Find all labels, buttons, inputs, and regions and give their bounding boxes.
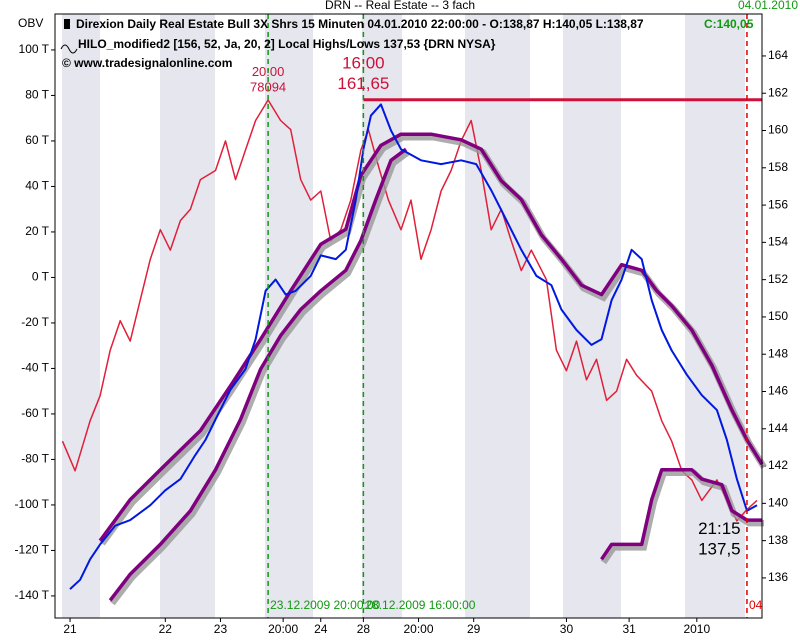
x-tick-label: 31 (622, 622, 636, 636)
y2-tick-label: 140 (768, 496, 788, 510)
y-axis-label: OBV (18, 16, 43, 30)
y2-tick-label: 142 (768, 458, 788, 472)
session-stripes (62, 14, 745, 618)
annotation-time: 20:00 (252, 64, 285, 79)
y-tick-label: -120 T (15, 543, 50, 557)
y-tick-label: 0 T (32, 270, 50, 284)
marker-label: 28.12.2009 16:00:00 (365, 598, 475, 612)
y2-tick-label: 164 (768, 48, 788, 62)
y-tick-label: 80 T (25, 88, 49, 102)
window-date: 04.01.2010 (738, 0, 798, 12)
x-tick-label: 28 (357, 622, 371, 636)
annotation-label: 137,5 (698, 539, 741, 558)
header-close: C:140,05 (704, 17, 754, 31)
x-tick-label: 30 (560, 622, 574, 636)
x-tick-label: 22 (159, 622, 173, 636)
y2-tick-label: 144 (768, 421, 788, 435)
y2-tick-label: 162 (768, 85, 788, 99)
x-tick-label: 20:00 (268, 622, 298, 636)
line (61, 99, 758, 522)
x-tick-label: 24 (314, 622, 328, 636)
legend-icon (64, 19, 70, 29)
header-indicator: HILO_modified2 [156, 52, Ja, 20, 2] Loca… (78, 37, 496, 51)
annotation-time: 21:15 (698, 519, 741, 538)
x-tick-label: 2010 (683, 622, 710, 636)
y2-tick-label: 156 (768, 197, 788, 211)
x-tick-label: 23 (214, 622, 228, 636)
y-tick-label: -40 T (21, 361, 49, 375)
y2-tick-label: 158 (768, 160, 788, 174)
line (69, 103, 758, 590)
annotation-label: 161,65 (337, 74, 389, 93)
y-tick-label: 60 T (25, 133, 49, 147)
y-tick-label: 100 T (19, 42, 50, 56)
y-tick-label: 20 T (25, 224, 49, 238)
y2-tick-label: 160 (768, 123, 788, 137)
y-tick-label: -100 T (15, 497, 50, 511)
x-tick-label: 21 (63, 622, 77, 636)
marker-label: 23.12.2009 20:00:00 (270, 598, 380, 612)
marker-label: 04 (749, 598, 763, 612)
x-tick-label: 29 (467, 622, 481, 636)
y-tick-label: -20 T (21, 315, 49, 329)
annotation-time: 16:00 (342, 54, 385, 73)
y2-tick-label: 154 (768, 235, 788, 249)
window-title: DRN -- Real Estate -- 3 fach (325, 0, 475, 12)
y2-tick-label: 146 (768, 384, 788, 398)
y2-tick-label: 150 (768, 309, 788, 323)
header-instrument: Direxion Daily Real Estate Bull 3X Shrs … (76, 17, 644, 31)
y-tick-label: -140 T (15, 588, 50, 602)
y-tick-label: -60 T (21, 406, 49, 420)
y2-tick-label: 136 (768, 570, 788, 584)
line (108, 147, 762, 602)
line (98, 132, 764, 542)
annotation-label: 78094 (250, 80, 286, 95)
x-tick-label: 20:00 (404, 622, 434, 636)
y2-tick-label: 138 (768, 533, 788, 547)
copyright: © www.tradesignalonline.com (62, 56, 232, 70)
y2-tick-label: 148 (768, 346, 788, 360)
y-tick-label: -80 T (21, 452, 49, 466)
y-tick-label: 40 T (25, 179, 49, 193)
y2-tick-label: 152 (768, 272, 788, 286)
plot-frame (54, 13, 763, 619)
indicator-icon (60, 44, 78, 54)
